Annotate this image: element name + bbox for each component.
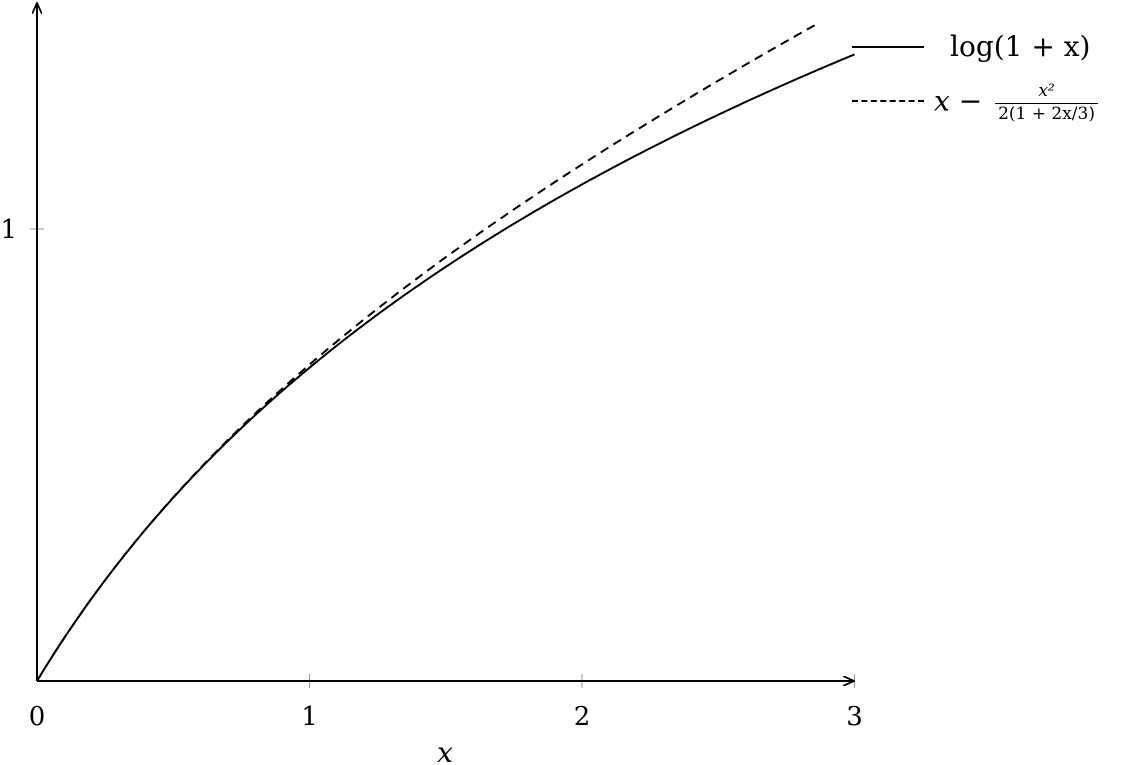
legend-label-series-2-prefix: x − [934,84,983,118]
x-tick-label-1: 1 [301,702,318,732]
legend-entry-series-1: log(1 + x) [850,22,1120,82]
legend-label-series-2-fraction: x² 2(1 + 2x/3) [995,81,1098,124]
legend-swatch-dashed [852,100,924,102]
legend-fraction-numerator: x² [995,81,1098,104]
tick-labels: 0 1 2 3 1 [0,215,862,732]
x-axis-label: x [437,736,453,765]
x-tick-label-0: 0 [29,702,46,732]
legend-label-series-2: x − x² 2(1 + 2x/3) [934,81,1098,124]
series-layer [36,24,855,682]
x-tick-label-3: 3 [846,702,863,732]
legend-label-series-1: log(1 + x) [950,30,1091,63]
series-line-1 [36,53,855,682]
legend-entry-series-2: x − x² 2(1 + 2x/3) [850,81,1120,142]
legend: log(1 + x) x − x² 2(1 + 2x/3) [850,22,1120,142]
legend-swatch-solid [852,46,924,48]
y-tick-label-0: 1 [0,215,17,245]
legend-fraction-denominator: 2(1 + 2x/3) [998,103,1095,124]
x-tick-label-2: 2 [574,702,591,732]
